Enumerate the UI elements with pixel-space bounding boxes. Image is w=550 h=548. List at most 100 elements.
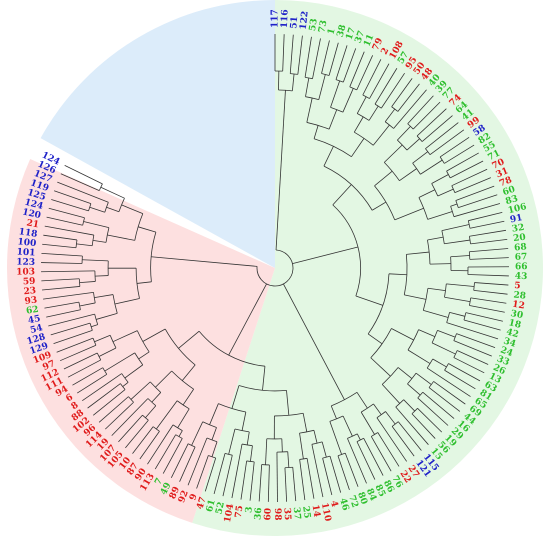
branch-line (407, 383, 421, 396)
branch-line (417, 397, 449, 426)
branch-line (67, 359, 101, 378)
leaf-label: 122 (299, 10, 311, 30)
branch-line (328, 42, 339, 76)
branch-line (46, 309, 81, 318)
clade-sectors (6, 0, 543, 536)
leaf-label: 18 (507, 318, 521, 331)
branch-line (399, 168, 417, 182)
branch-line (421, 115, 453, 142)
leaf-label: 3 (244, 506, 255, 513)
leaf-label: 79 (371, 37, 385, 53)
branch-line (371, 201, 387, 211)
leaf-label: 34 (502, 336, 517, 349)
branch-arc (142, 414, 149, 421)
branch-line (385, 411, 396, 425)
branch-arc (411, 408, 418, 415)
branch-line (454, 177, 491, 194)
branch-line (41, 270, 95, 273)
branch-line (370, 436, 392, 472)
branch-line (111, 398, 149, 436)
branch-line (142, 328, 166, 342)
branch-line (151, 256, 258, 267)
branch-line (138, 351, 150, 360)
branch-line (41, 253, 83, 257)
leaf-label: 37 (354, 29, 368, 44)
branch-line (342, 415, 353, 437)
branch-line (363, 438, 384, 476)
branch-line (369, 63, 390, 99)
branch-line (41, 278, 80, 282)
branch-line (431, 342, 456, 355)
branch-line (177, 408, 190, 429)
leaf-label: 85 (372, 483, 386, 499)
branch-line (48, 313, 95, 327)
leaf-label: 23 (23, 286, 36, 297)
branch-line (147, 424, 174, 465)
branch-line (432, 358, 447, 368)
branch-line (423, 310, 449, 318)
branch-arc (112, 294, 118, 314)
leaf-label: 62 (25, 305, 39, 317)
branch-line (404, 294, 427, 300)
branch-line (397, 421, 422, 451)
leaf-label: 5 (514, 281, 521, 291)
leaf-label: 14 (310, 504, 322, 518)
leaf-label: 61 (205, 499, 218, 514)
leaf-label: 118 (18, 227, 38, 240)
branch-arc (121, 373, 129, 383)
branch-arc (473, 282, 475, 291)
branch-line (329, 421, 343, 455)
branch-line (72, 367, 103, 386)
branch-line (132, 426, 154, 454)
branch-line (246, 431, 250, 446)
branch-line (425, 122, 459, 149)
branch-line (469, 220, 505, 229)
leaf-label: 83 (504, 194, 519, 207)
branch-line (302, 413, 308, 432)
branch-line (444, 369, 476, 390)
branch-line (469, 257, 509, 260)
blue-clade-sector (40, 0, 276, 268)
branch-line (151, 392, 162, 403)
branch-line (342, 48, 357, 83)
branch-arc (416, 135, 423, 142)
branch-line (349, 51, 365, 87)
leaf-label: 35 (281, 507, 292, 520)
leaf-label: 4 (328, 500, 339, 509)
branch-line (57, 181, 109, 203)
branch-line (267, 464, 270, 502)
branch-line (467, 274, 509, 277)
leaf-label: 106 (507, 202, 528, 216)
branch-line (433, 381, 466, 405)
branch-line (211, 441, 218, 457)
branch-line (318, 74, 326, 100)
branch-line (397, 367, 413, 379)
branch-line (351, 138, 365, 157)
branch-line (426, 367, 471, 397)
branch-line (441, 224, 470, 231)
branch-line (179, 446, 196, 482)
branch-line (376, 417, 408, 462)
leaf-label: 42 (505, 327, 520, 340)
branch-arc (469, 297, 472, 306)
leaf-label: 36 (253, 507, 264, 520)
leaf-label: 103 (16, 267, 35, 277)
branch-line (412, 101, 441, 130)
leaf-label: 9 (188, 493, 200, 502)
branch-line (367, 333, 383, 345)
branch-line (87, 383, 121, 409)
leaf-label: 2 (380, 46, 392, 56)
branch-line (415, 372, 432, 385)
branch-line (289, 34, 294, 74)
leaf-label: 8 (70, 400, 81, 412)
branch-line (292, 467, 297, 502)
leaf-label: 70 (491, 157, 507, 171)
branch-arc (322, 455, 331, 459)
leaf-label: 54 (29, 323, 44, 336)
branch-line (64, 165, 103, 185)
leaf-label: 104 (223, 503, 236, 523)
branch-arc (360, 403, 374, 413)
branch-line (391, 426, 415, 457)
branch-arc (208, 455, 216, 459)
